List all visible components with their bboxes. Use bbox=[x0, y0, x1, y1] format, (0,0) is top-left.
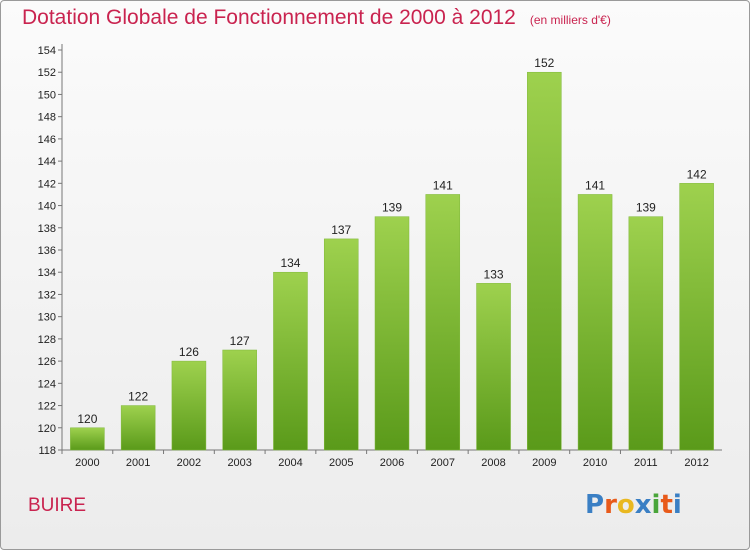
data-label: 137 bbox=[331, 223, 351, 237]
bar bbox=[577, 194, 613, 451]
data-label: 141 bbox=[585, 178, 605, 192]
y-tick-label: 144 bbox=[38, 156, 56, 168]
proxiti-logo: Proxiti bbox=[585, 490, 682, 520]
x-tick-label: 2004 bbox=[278, 457, 302, 469]
data-label: 139 bbox=[636, 201, 656, 215]
chart-subtitle: (en milliers d'€) bbox=[529, 13, 611, 27]
bar bbox=[120, 405, 156, 451]
y-tick-label: 134 bbox=[38, 267, 56, 279]
logo-letter: o bbox=[616, 490, 635, 520]
x-tick-label: 2009 bbox=[532, 457, 556, 469]
y-tick-label: 126 bbox=[38, 356, 56, 368]
chart-title: Dotation Globale de Fonctionnement de 20… bbox=[22, 6, 611, 30]
data-label: 133 bbox=[484, 267, 504, 281]
bar bbox=[323, 238, 359, 451]
y-tick-label: 138 bbox=[38, 223, 56, 235]
logo-letter: P bbox=[585, 490, 605, 520]
bar bbox=[425, 194, 461, 451]
bar bbox=[679, 183, 714, 451]
y-tick-label: 142 bbox=[38, 178, 56, 190]
bar bbox=[374, 216, 410, 451]
x-tick-label: 2006 bbox=[380, 457, 404, 469]
data-label: 127 bbox=[230, 334, 250, 348]
bar bbox=[222, 349, 257, 451]
y-tick-label: 136 bbox=[38, 245, 56, 257]
bar bbox=[171, 360, 207, 451]
y-tick-label: 132 bbox=[38, 289, 56, 301]
data-label: 134 bbox=[280, 256, 300, 270]
bar bbox=[527, 71, 562, 451]
logo-letter: i bbox=[651, 490, 661, 520]
y-tick-label: 122 bbox=[38, 401, 56, 413]
y-tick-label: 130 bbox=[38, 312, 56, 324]
bar bbox=[273, 271, 308, 451]
logo-letter: r bbox=[604, 490, 617, 520]
bar bbox=[628, 216, 664, 451]
x-tick-label: 2010 bbox=[583, 457, 607, 469]
y-tick-label: 128 bbox=[38, 334, 56, 346]
bar bbox=[70, 427, 105, 451]
x-tick-label: 2007 bbox=[431, 457, 455, 469]
logo-letter: t bbox=[660, 490, 673, 520]
y-tick-label: 124 bbox=[38, 378, 56, 390]
x-tick-label: 2000 bbox=[75, 457, 99, 469]
x-tick-label: 2005 bbox=[329, 457, 353, 469]
y-tick-label: 146 bbox=[38, 134, 56, 146]
x-tick-label: 2008 bbox=[481, 457, 505, 469]
data-label: 122 bbox=[128, 390, 148, 404]
axes: 1181201221241261281301321341361381401421… bbox=[38, 44, 722, 469]
x-tick-label: 2011 bbox=[634, 457, 658, 469]
data-label: 126 bbox=[179, 345, 199, 359]
y-tick-label: 140 bbox=[38, 201, 56, 213]
title-text: Dotation Globale de Fonctionnement de 20… bbox=[22, 6, 516, 29]
x-tick-label: 2003 bbox=[227, 457, 251, 469]
bars: 120 122 126 127 134 137 139 141 133 152 141 139 142 bbox=[70, 56, 714, 451]
x-tick-label: 2012 bbox=[684, 457, 708, 469]
y-tick-label: 152 bbox=[38, 67, 56, 79]
x-tick-label: 2002 bbox=[177, 457, 201, 469]
data-label: 139 bbox=[382, 201, 402, 215]
data-label: 120 bbox=[77, 412, 97, 426]
y-tick-label: 118 bbox=[38, 445, 56, 457]
commune-name: BUIRE bbox=[28, 495, 87, 516]
logo-letter: x bbox=[634, 490, 652, 520]
data-label: 152 bbox=[534, 56, 554, 70]
x-tick-label: 2001 bbox=[126, 457, 150, 469]
y-tick-label: 148 bbox=[38, 112, 56, 124]
y-tick-label: 150 bbox=[38, 89, 56, 101]
y-tick-label: 120 bbox=[38, 423, 56, 435]
data-label: 142 bbox=[687, 167, 707, 181]
y-tick-label: 154 bbox=[38, 45, 56, 57]
data-label: 141 bbox=[433, 178, 453, 192]
logo-letter: i bbox=[672, 490, 682, 520]
bar bbox=[476, 283, 511, 451]
